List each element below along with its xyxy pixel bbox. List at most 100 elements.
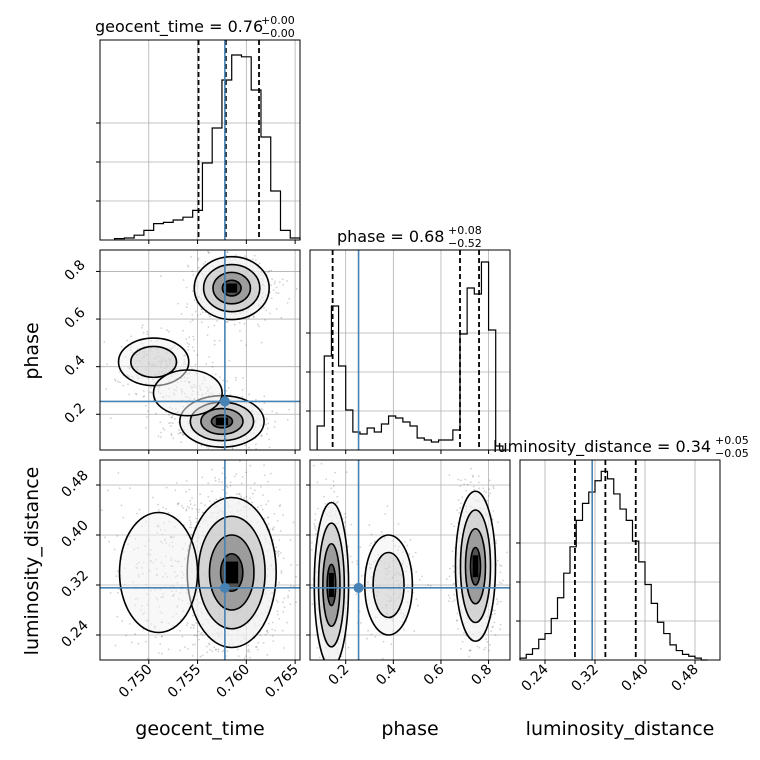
sample-point xyxy=(217,650,220,653)
sample-point xyxy=(157,503,159,506)
sample-point xyxy=(414,551,417,554)
sample-point xyxy=(116,570,119,572)
sample-point xyxy=(492,510,495,512)
sample-point xyxy=(263,402,266,405)
sample-point xyxy=(459,507,461,509)
sample-point xyxy=(197,266,200,269)
sample-point xyxy=(162,506,165,509)
sample-point xyxy=(114,644,117,647)
sample-point xyxy=(257,323,259,326)
sample-point xyxy=(493,621,496,624)
sample-point xyxy=(499,581,501,584)
sample-point xyxy=(452,565,454,568)
sample-point xyxy=(311,548,313,551)
title-phase-sub: −0.52 xyxy=(448,237,482,250)
sample-point xyxy=(182,433,185,436)
sample-point xyxy=(380,531,383,533)
sample-point xyxy=(320,462,323,465)
sample-point xyxy=(186,264,189,267)
sample-point xyxy=(491,518,494,520)
sample-point xyxy=(136,512,138,515)
sample-point xyxy=(278,281,281,284)
sample-point xyxy=(205,363,208,365)
sample-point xyxy=(488,479,491,482)
sample-point xyxy=(456,612,459,615)
sample-point xyxy=(106,363,108,366)
sample-point xyxy=(199,655,202,658)
sample-point xyxy=(197,259,200,261)
sample-point xyxy=(142,331,145,334)
sample-point xyxy=(239,330,241,332)
sample-point xyxy=(177,302,180,305)
sample-point xyxy=(155,412,157,415)
sample-point xyxy=(466,483,469,486)
sample-point xyxy=(468,649,471,652)
sample-point xyxy=(172,437,175,440)
sample-point xyxy=(347,545,349,548)
sample-point xyxy=(129,487,131,489)
sample-point xyxy=(271,634,274,637)
sample-point xyxy=(406,544,409,547)
sample-point xyxy=(115,575,118,578)
sample-point xyxy=(268,270,271,272)
sample-point xyxy=(135,393,138,396)
sample-point xyxy=(143,395,146,397)
sample-point xyxy=(483,490,486,492)
title-luminosity-distance-sub: −0.05 xyxy=(715,447,749,460)
sample-point xyxy=(486,499,489,502)
sample-point xyxy=(266,654,269,656)
x-tick-label: 0.8 xyxy=(468,662,495,689)
sample-point xyxy=(120,504,123,507)
sample-point xyxy=(276,610,279,613)
sample-point xyxy=(359,546,362,549)
sample-point xyxy=(218,480,221,483)
sample-point xyxy=(119,381,121,384)
sample-point xyxy=(138,508,141,511)
sample-point xyxy=(455,619,458,622)
sample-point xyxy=(201,654,204,657)
sample-point xyxy=(240,339,243,342)
title-phase-sup: +0.08 xyxy=(448,224,482,237)
sample-point xyxy=(384,513,387,515)
sample-point xyxy=(113,548,116,551)
sample-point xyxy=(413,630,416,633)
y-tick-label: 0.6 xyxy=(62,305,89,332)
sample-point xyxy=(194,504,196,506)
y-tick-label: 0.2 xyxy=(62,400,89,427)
sample-point xyxy=(469,649,471,652)
sample-point xyxy=(262,494,264,496)
density-peak xyxy=(226,283,238,293)
sample-point xyxy=(127,383,129,386)
sample-point xyxy=(259,485,262,488)
sample-point xyxy=(174,489,177,492)
sample-point xyxy=(159,421,162,424)
sample-point xyxy=(263,517,266,520)
sample-point xyxy=(276,519,279,522)
sample-point xyxy=(186,505,189,508)
sample-point xyxy=(497,601,499,603)
sample-point xyxy=(314,519,317,521)
sample-point xyxy=(373,540,376,543)
sample-point xyxy=(219,496,222,499)
sample-point xyxy=(245,495,248,498)
sample-point xyxy=(192,643,194,646)
sample-point xyxy=(244,655,247,657)
sample-point xyxy=(369,544,371,547)
sample-point xyxy=(266,427,269,430)
sample-point xyxy=(239,460,241,463)
sample-point xyxy=(500,600,502,603)
sample-point xyxy=(144,404,147,407)
sample-point xyxy=(275,308,278,310)
sample-point xyxy=(267,523,270,525)
sample-point xyxy=(145,416,148,418)
sample-point xyxy=(134,392,137,395)
sample-point xyxy=(277,555,280,557)
sample-point xyxy=(210,490,213,493)
sample-point xyxy=(275,546,278,548)
sample-point xyxy=(109,417,112,420)
sample-point xyxy=(167,511,170,514)
sample-point xyxy=(165,486,168,489)
sample-point xyxy=(270,284,272,287)
sample-point xyxy=(200,444,203,447)
sample-point xyxy=(370,633,373,636)
